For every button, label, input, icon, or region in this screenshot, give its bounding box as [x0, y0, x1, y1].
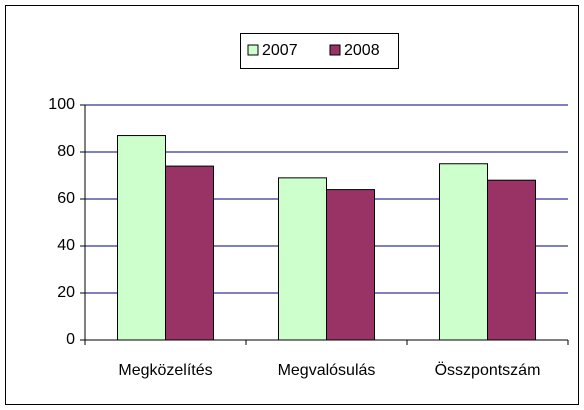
y-tick-label: 100: [48, 96, 75, 113]
legend-swatch: [329, 44, 341, 56]
bar: [165, 165, 214, 341]
y-tick-label: 60: [57, 190, 75, 207]
bar: [278, 177, 327, 341]
legend-label: 2007: [262, 42, 298, 59]
bar: [439, 163, 488, 341]
bar: [326, 189, 375, 341]
legend-label: 2008: [344, 42, 380, 59]
y-tick-label: 80: [57, 143, 75, 160]
y-tick-label: 20: [57, 284, 75, 301]
bar: [117, 135, 166, 341]
legend-box: [240, 33, 399, 69]
y-tick-label: 40: [57, 237, 75, 254]
x-tick-label: Megvalósulás: [278, 362, 376, 379]
bar: [487, 179, 536, 341]
legend-swatch: [247, 44, 259, 56]
x-tick-label: Megközelítés: [118, 362, 212, 379]
y-tick-label: 0: [66, 331, 75, 348]
x-tick-label: Összpontszám: [435, 361, 541, 379]
